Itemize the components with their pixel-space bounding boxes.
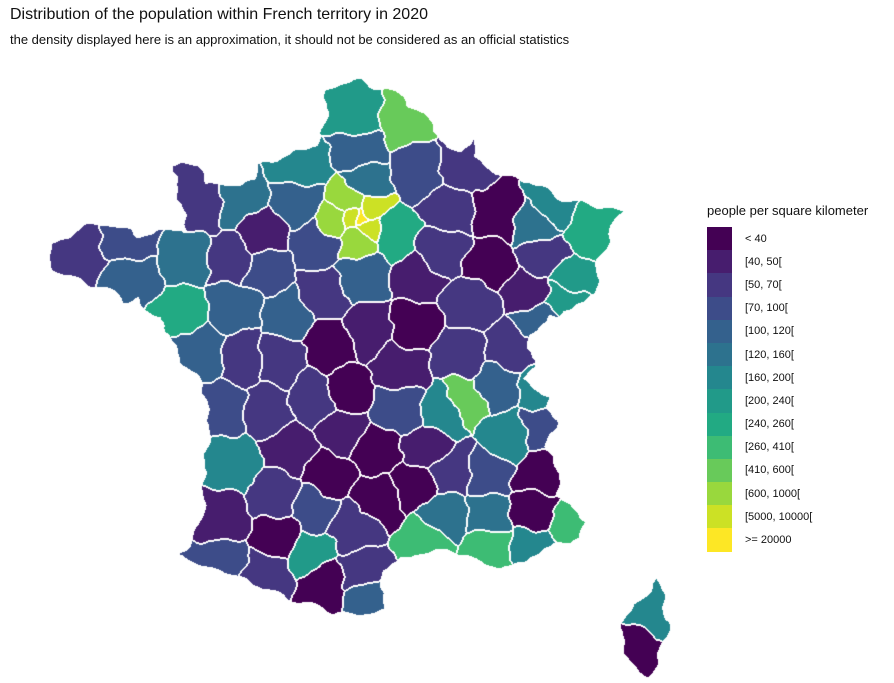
legend-label: [260, 410[ <box>745 441 794 454</box>
legend-label: [200, 240[ <box>745 394 794 407</box>
legend-item: [600, 1000[ <box>707 482 893 506</box>
legend-rows: < 40 [40, 50[ [50, 70[ [70, 100[ [100, 120[ [… <box>707 227 893 552</box>
legend-item: >= 20000 <box>707 528 893 552</box>
legend-swatch <box>707 366 732 390</box>
legend-item: [260, 410[ <box>707 435 893 459</box>
legend-swatch <box>707 342 732 367</box>
legend-label: [40, 50[ <box>745 255 782 268</box>
legend-swatch <box>707 273 732 297</box>
legend: people per square kilometer < 40 [40, 50[… <box>707 203 893 552</box>
legend-item: < 40 <box>707 227 893 251</box>
legend-label: [160, 200[ <box>745 371 794 384</box>
legend-swatch <box>707 412 732 436</box>
legend-item: [160, 200[ <box>707 366 893 390</box>
legend-swatch <box>707 482 732 506</box>
legend-label: [50, 70[ <box>745 278 782 291</box>
legend-item: [200, 240[ <box>707 389 893 413</box>
legend-item: [40, 50[ <box>707 250 893 274</box>
legend-label: [5000, 10000[ <box>745 510 813 523</box>
legend-label: >= 20000 <box>745 534 792 547</box>
legend-swatch <box>707 389 732 413</box>
legend-swatch <box>707 435 732 459</box>
legend-swatch <box>707 505 732 529</box>
legend-item: [410, 600[ <box>707 458 893 483</box>
legend-swatch <box>707 250 732 274</box>
legend-label: [100, 120[ <box>745 325 794 338</box>
legend-label: [410, 600[ <box>745 464 794 477</box>
legend-swatch <box>707 296 732 320</box>
legend-item: [5000, 10000[ <box>707 505 893 529</box>
legend-item: [50, 70[ <box>707 273 893 297</box>
legend-item: [100, 120[ <box>707 319 893 343</box>
legend-title: people per square kilometer <box>707 203 869 218</box>
legend-swatch <box>707 319 732 343</box>
legend-label: [600, 1000[ <box>745 487 801 500</box>
legend-item: [70, 100[ <box>707 296 893 320</box>
legend-swatch <box>707 528 732 552</box>
legend-label: < 40 <box>745 232 767 245</box>
legend-label: [120, 160[ <box>745 348 794 361</box>
legend-item: [240, 260[ <box>707 412 893 436</box>
legend-item: [120, 160[ <box>707 342 893 367</box>
legend-swatch <box>707 458 732 483</box>
legend-label: [240, 260[ <box>745 418 794 431</box>
legend-label: [70, 100[ <box>745 302 788 315</box>
legend-swatch <box>707 227 732 251</box>
